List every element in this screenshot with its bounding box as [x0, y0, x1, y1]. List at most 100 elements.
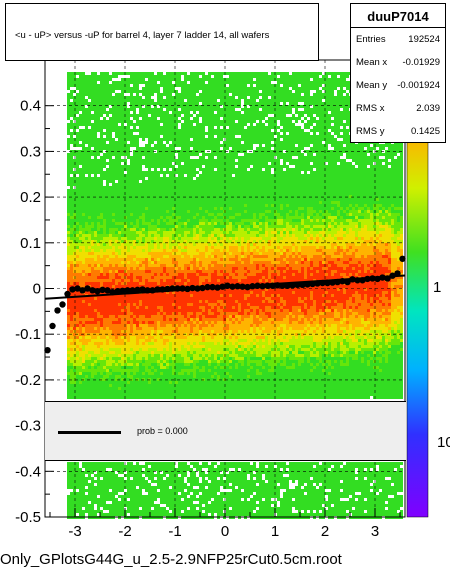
x-tick-label: -2: [118, 523, 131, 540]
profile-point: [84, 285, 91, 292]
fit-legend-label: prob = 0.000: [137, 426, 188, 436]
title-box: <u - uP> versus -uP for barrel 4, layer …: [5, 3, 319, 61]
profile-point: [399, 255, 406, 262]
y-tick-label: -0.5: [15, 509, 41, 526]
profile-point: [144, 287, 151, 294]
profile-point: [244, 283, 251, 291]
profile-point: [99, 286, 106, 294]
profile-point: [364, 275, 371, 283]
profile-point: [44, 346, 51, 354]
x-tick-label: -1: [168, 523, 181, 540]
profile-point: [374, 275, 381, 283]
profile-point: [344, 278, 351, 286]
profile-point: [79, 287, 86, 294]
profile-point: [239, 283, 246, 290]
profile-point: [219, 283, 226, 290]
x-tick-label: 1: [271, 523, 279, 540]
profile-point: [174, 285, 181, 292]
y-tick-label: -0.1: [15, 326, 41, 343]
y-tick-label: 0.3: [20, 143, 41, 160]
profile-point: [379, 274, 386, 281]
profile-point: [329, 279, 336, 286]
profile-point: [304, 281, 311, 288]
profile-point: [64, 290, 71, 298]
profile-point: [214, 284, 221, 291]
z-tick-label-10: 10: [437, 434, 450, 451]
profile-point: [124, 287, 131, 294]
profile-point: [299, 281, 306, 289]
profile-point: [134, 286, 141, 294]
profile-point: [104, 287, 111, 294]
x-tick-label: 2: [321, 523, 329, 540]
profile-point: [234, 283, 241, 290]
y-tick-label: 0: [33, 281, 41, 298]
fit-legend-line: [58, 431, 121, 434]
profile-point: [224, 282, 231, 289]
profile-point: [89, 287, 96, 294]
fit-legend-box: prob = 0.000: [45, 401, 406, 461]
profile-point: [119, 287, 126, 294]
profile-point: [159, 286, 166, 293]
profile-point: [189, 284, 196, 292]
profile-point: [269, 282, 276, 289]
profile-point: [359, 277, 366, 284]
profile-point: [394, 270, 401, 277]
stats-box: duuP7014 Entries 192524 Mean x -0.01929 Me…: [350, 3, 446, 143]
profile-point: [94, 288, 101, 295]
profile-point: [229, 283, 236, 290]
profile-point: [314, 280, 321, 287]
y-tick-label: 0.4: [20, 98, 41, 115]
profile-point: [59, 301, 66, 308]
profile-point: [249, 283, 256, 290]
profile-point: [274, 282, 281, 289]
profile-point: [284, 282, 291, 289]
profile-point: [169, 285, 176, 292]
profile-point: [184, 285, 191, 293]
profile-point: [69, 286, 76, 293]
profile-point: [114, 288, 121, 295]
x-tick-label: -3: [68, 523, 81, 540]
profile-point: [324, 279, 331, 287]
profile-point: [334, 278, 341, 286]
profile-point: [264, 282, 271, 289]
profile-point: [164, 285, 171, 293]
profile-points: [44, 255, 406, 354]
profile-point: [369, 275, 376, 282]
y-tick-label: 0.1: [20, 235, 41, 252]
profile-point: [129, 287, 136, 294]
profile-point: [339, 277, 346, 285]
chart-title: <u - uP> versus -uP for barrel 4, layer …: [15, 30, 270, 41]
profile-point: [194, 285, 201, 292]
profile-point: [209, 283, 216, 291]
stats-histogram-name: duuP7014: [367, 9, 429, 24]
y-tick-label: -0.3: [15, 418, 41, 435]
profile-point: [349, 276, 356, 283]
x-tick-label: 0: [221, 523, 229, 540]
profile-point: [139, 286, 146, 293]
profile-point: [294, 281, 301, 289]
profile-point: [279, 282, 286, 289]
profile-point: [109, 288, 116, 296]
profile-point: [179, 285, 186, 292]
profile-point: [204, 283, 211, 291]
profile-point: [74, 285, 81, 292]
profile-point: [199, 284, 206, 292]
profile-point: [259, 283, 266, 290]
y-tick-label: -0.4: [15, 463, 41, 480]
profile-point: [389, 272, 396, 279]
profile-point: [149, 287, 156, 294]
profile-point: [319, 279, 326, 287]
profile-point: [354, 277, 361, 284]
z-tick-label-1: 1: [433, 279, 441, 296]
y-tick-label: 0.2: [20, 189, 41, 206]
profile-point: [49, 322, 56, 330]
profile-point: [254, 282, 261, 289]
y-tick-label: -0.2: [15, 372, 41, 389]
profile-point: [309, 280, 316, 288]
profile-point: [289, 282, 296, 289]
profile-point: [154, 286, 161, 293]
x-tick-label: 3: [371, 523, 379, 540]
heatmap-cells: [67, 72, 403, 519]
profile-point: [384, 275, 391, 282]
